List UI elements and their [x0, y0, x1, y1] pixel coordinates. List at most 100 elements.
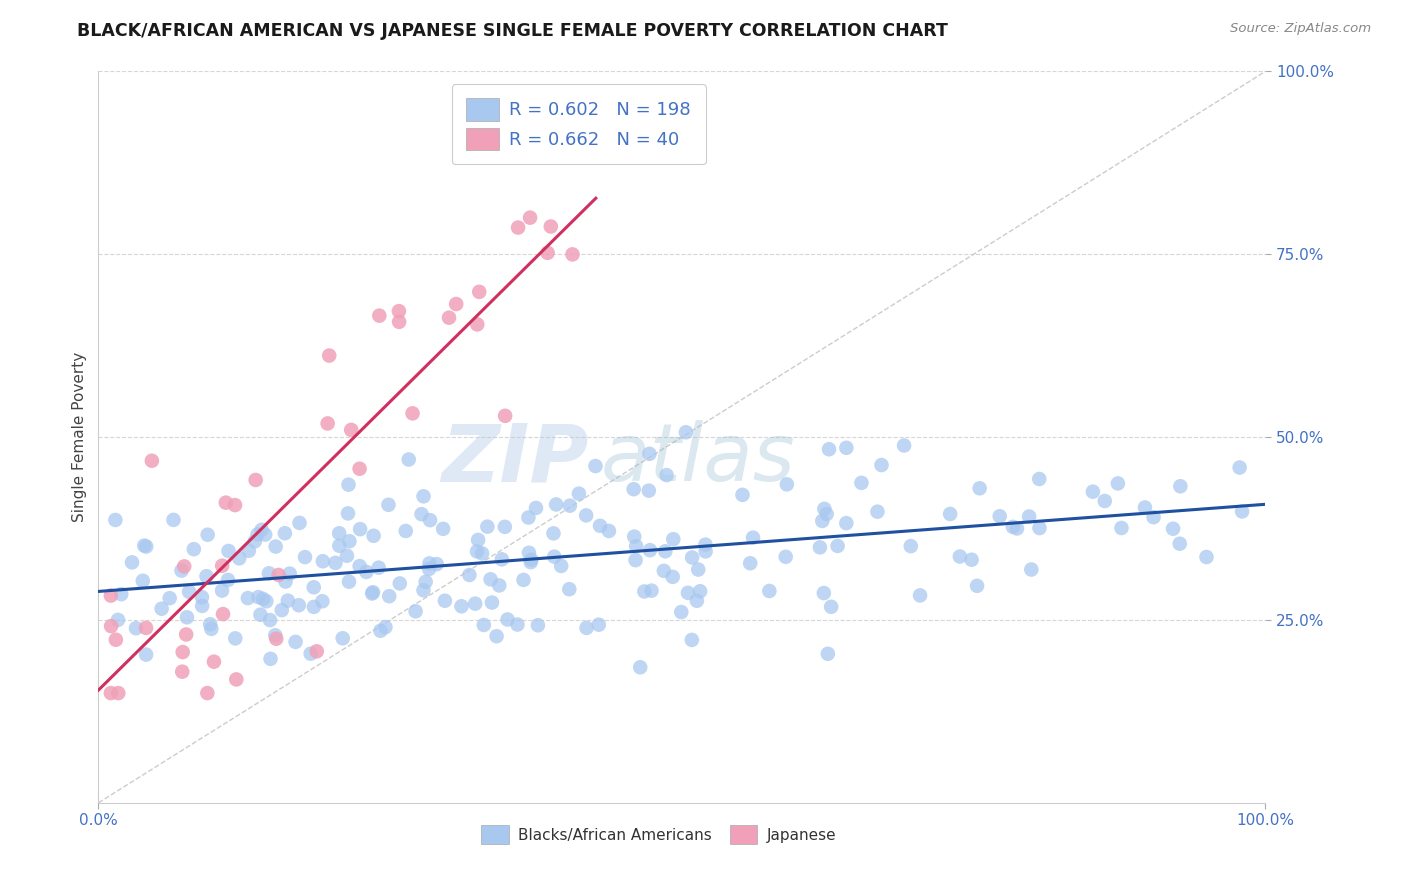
Point — [197, 527, 219, 541]
Point — [506, 617, 529, 632]
Point — [623, 482, 645, 496]
Point — [174, 627, 197, 641]
Point — [328, 526, 350, 541]
Point — [969, 481, 991, 495]
Point — [388, 315, 411, 329]
Point — [337, 507, 360, 521]
Point — [1028, 472, 1050, 486]
Point — [517, 510, 540, 524]
Point — [367, 560, 389, 574]
Point — [349, 559, 371, 574]
Point — [1161, 522, 1184, 536]
Point — [264, 540, 287, 554]
Point — [356, 565, 378, 579]
Point — [368, 309, 391, 323]
Point — [479, 572, 502, 586]
Point — [1107, 476, 1129, 491]
Point — [100, 589, 122, 603]
Point — [202, 655, 225, 669]
Point — [398, 452, 420, 467]
Point — [254, 594, 277, 608]
Point — [212, 607, 235, 621]
Point — [1028, 521, 1050, 535]
Point — [238, 543, 260, 558]
Point — [336, 549, 359, 563]
Point — [284, 635, 307, 649]
Point — [259, 652, 281, 666]
Point — [339, 534, 361, 549]
Point — [1005, 521, 1028, 535]
Point — [176, 610, 198, 624]
Point — [159, 591, 181, 606]
Point — [624, 553, 647, 567]
Point — [519, 555, 541, 569]
Text: Source: ZipAtlas.com: Source: ZipAtlas.com — [1230, 22, 1371, 36]
Point — [835, 516, 858, 530]
Point — [150, 601, 173, 615]
Point — [211, 558, 233, 573]
Point — [558, 499, 581, 513]
Point — [264, 632, 287, 646]
Point — [468, 285, 491, 299]
Point — [134, 539, 156, 553]
Point — [465, 544, 488, 558]
Point — [388, 304, 411, 318]
Point — [589, 518, 612, 533]
Point — [1142, 510, 1164, 524]
Point — [236, 591, 259, 606]
Point — [695, 544, 717, 558]
Point — [363, 529, 385, 543]
Point — [374, 620, 396, 634]
Point — [311, 594, 333, 608]
Point — [252, 591, 274, 606]
Point — [172, 665, 194, 679]
Point — [688, 563, 710, 577]
Point — [224, 632, 246, 646]
Point — [141, 454, 163, 468]
Point — [488, 578, 510, 592]
Point — [676, 586, 699, 600]
Point — [465, 318, 488, 332]
Point — [681, 550, 703, 565]
Point — [1018, 509, 1040, 524]
Point — [598, 524, 620, 538]
Point — [370, 624, 392, 638]
Point — [135, 648, 157, 662]
Text: ZIP: ZIP — [441, 420, 589, 498]
Point — [337, 477, 360, 491]
Point — [361, 586, 384, 600]
Point — [288, 516, 311, 530]
Point — [270, 603, 292, 617]
Point — [419, 513, 441, 527]
Point — [458, 568, 481, 582]
Point — [195, 569, 218, 583]
Point — [467, 533, 489, 547]
Point — [815, 507, 838, 521]
Point — [813, 501, 835, 516]
Point — [731, 488, 754, 502]
Point — [1081, 484, 1104, 499]
Point — [250, 523, 273, 537]
Point — [278, 566, 301, 581]
Point — [412, 583, 434, 598]
Point — [776, 477, 799, 491]
Point — [546, 498, 568, 512]
Point — [395, 524, 418, 538]
Point — [471, 546, 494, 560]
Point — [412, 489, 434, 503]
Y-axis label: Single Female Poverty: Single Female Poverty — [72, 352, 87, 522]
Point — [870, 458, 893, 472]
Point — [585, 458, 607, 473]
Point — [628, 660, 651, 674]
Point — [418, 562, 440, 576]
Point — [247, 590, 270, 604]
Point — [638, 447, 661, 461]
Point — [524, 500, 547, 515]
Point — [588, 617, 610, 632]
Point — [305, 644, 328, 658]
Point — [349, 461, 371, 475]
Point — [686, 594, 709, 608]
Point — [496, 613, 519, 627]
Point — [257, 566, 280, 581]
Point — [472, 618, 495, 632]
